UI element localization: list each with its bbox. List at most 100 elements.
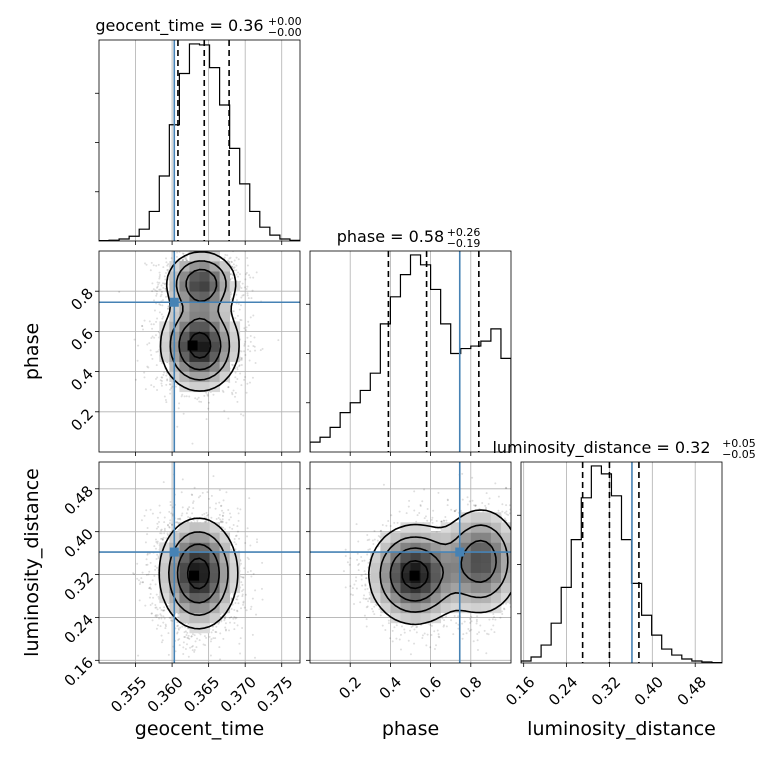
scatter-point [162,536,165,539]
scatter-point [156,285,159,288]
scatter-point [156,281,159,284]
scatter-point [246,527,249,530]
scatter-point [200,249,202,251]
scatter-point [148,570,151,573]
scatter-point [240,350,243,353]
scatter-point [241,626,244,629]
scatter-point [167,307,170,310]
scatter-point [155,527,158,530]
scatter-point [185,395,188,398]
density-bin [179,311,190,322]
scatter-point [162,286,165,289]
density-bin [189,361,200,372]
scatter-point [152,323,155,326]
scatter-point [233,615,236,618]
scatter-point [191,502,194,505]
scatter-point [155,557,158,560]
panel-0-0 [99,40,300,241]
panel-border [98,39,301,242]
density-bin [189,381,200,393]
scatter-point [160,313,163,316]
scatter-point [148,552,151,555]
scatter-point [248,381,251,384]
scatter-point [226,254,229,257]
scatter-point [145,563,148,566]
scatter-point [155,540,158,543]
scatter-point [138,599,141,602]
scatter-point [161,304,164,307]
panel-background [310,251,511,452]
density-bin [189,261,200,272]
scatter-point [236,314,239,317]
scatter-point [164,623,167,626]
scatter-point [237,271,240,274]
scatter-point [149,583,152,586]
scatter-point [244,278,247,281]
density-bin [219,291,231,302]
scatter-point [239,304,242,307]
scatter-point [137,579,140,582]
density-bin [179,351,190,362]
density-bin [219,331,231,342]
scatter-point [177,529,180,532]
scatter-point [228,526,231,529]
scatter-point [183,677,185,679]
scatter-point [194,247,196,249]
scatter-point [240,562,243,565]
scatter-point [153,545,156,548]
scatter-point [176,621,179,624]
density-bin [179,371,190,383]
scatter-point [261,598,264,601]
scatter-point [183,631,186,634]
scatter-point [173,244,175,246]
scatter-point [161,317,164,320]
scatter-point [177,628,180,631]
scatter-point [240,319,243,322]
scatter-point [183,635,186,638]
scatter-point [221,521,224,524]
density-bin [189,311,200,322]
scatter-point [249,608,252,611]
scatter-point [155,350,158,353]
scatter-point [228,243,230,245]
scatter-point [166,532,169,535]
scatter-point [253,345,256,348]
scatter-point [193,486,196,489]
scatter-point [255,613,258,616]
scatter-point [238,273,241,276]
histogram-phase [310,254,511,452]
scatter-point [196,398,199,401]
scatter-point [171,619,174,622]
scatter-point [185,634,188,637]
scatter-point [160,614,163,617]
scatter-point [242,588,245,591]
scatter-point [146,533,149,536]
scatter-point [162,609,165,612]
scatter-point [176,251,179,254]
scatter-point [198,400,201,403]
scatter-point [244,542,247,545]
scatter-point [241,245,243,247]
scatter-point [240,357,243,360]
scatter-point [227,509,230,512]
scatter-point [219,658,222,661]
scatter-point [237,275,240,278]
scatter-point [243,350,246,353]
scatter-point [201,491,204,494]
scatter-point [159,379,162,382]
scatter-point [277,339,280,342]
scatter-point [154,583,157,586]
density-bin [209,291,220,302]
scatter-point [221,520,224,523]
scatter-point [187,655,190,658]
scatter-point [156,516,159,519]
scatter-point [232,263,235,266]
scatter-point [154,614,157,617]
density-bin [179,321,190,332]
scatter-point [234,317,237,320]
density-bin [219,261,231,272]
scatter-point [237,519,240,522]
scatter-point [172,244,174,246]
scatter-point [146,563,149,566]
scatter-point [176,625,179,628]
